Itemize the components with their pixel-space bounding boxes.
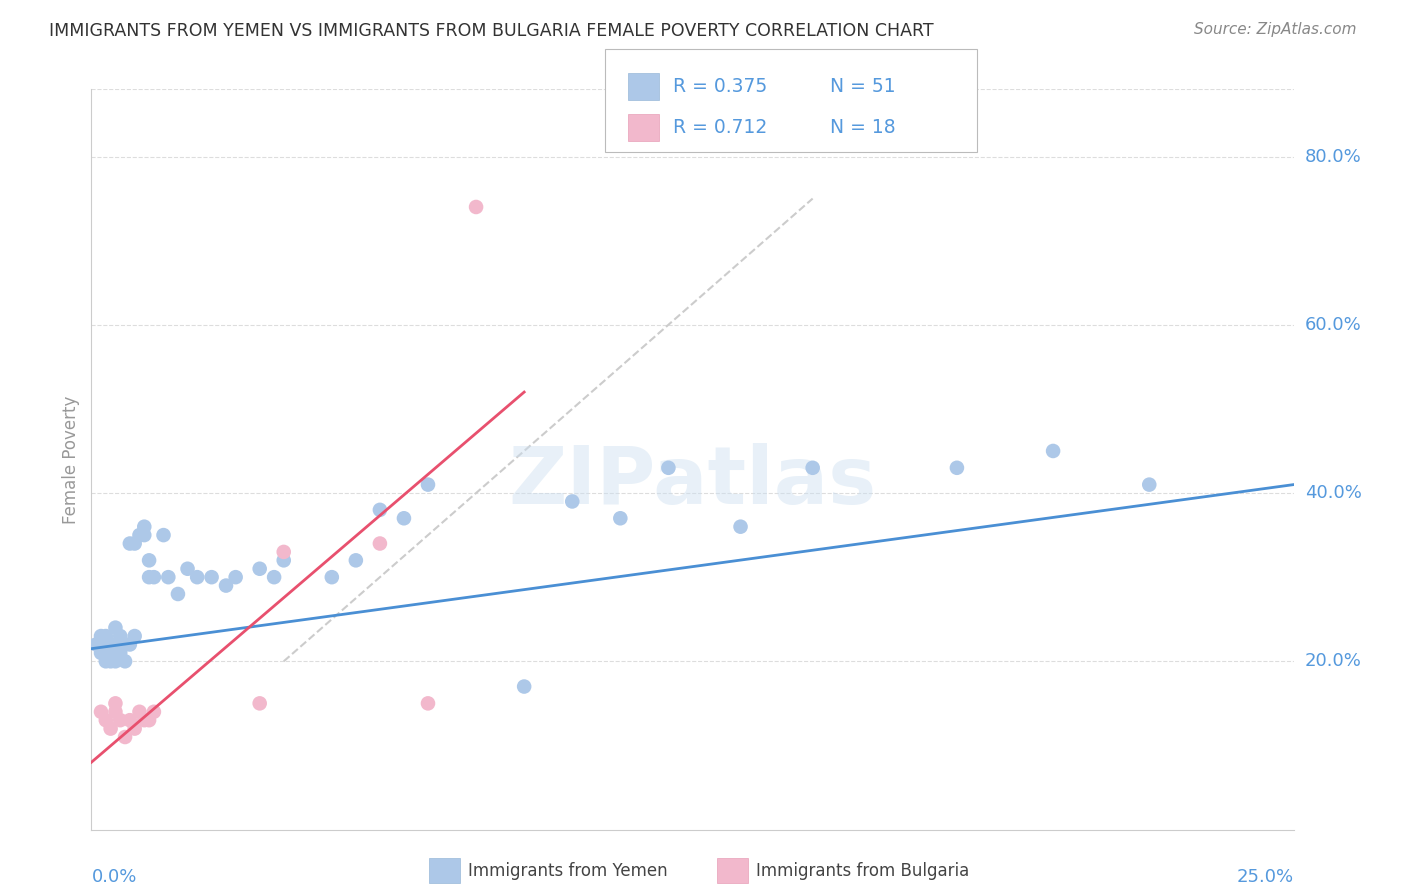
Point — [100, 722, 122, 736]
Text: Immigrants from Yemen: Immigrants from Yemen — [468, 862, 668, 880]
Text: N = 51: N = 51 — [830, 77, 896, 96]
Text: 80.0%: 80.0% — [1305, 147, 1361, 166]
Point — [946, 460, 969, 475]
Point — [801, 460, 824, 475]
Point — [273, 545, 295, 559]
Point — [100, 654, 122, 668]
Point — [730, 519, 752, 533]
Point — [465, 200, 488, 214]
Point — [513, 680, 536, 694]
Point — [416, 697, 439, 711]
Point — [128, 528, 150, 542]
Point — [215, 578, 238, 592]
Y-axis label: Female Poverty: Female Poverty — [62, 395, 80, 524]
Point — [94, 629, 117, 643]
Point — [104, 705, 127, 719]
Point — [118, 637, 141, 651]
Point — [114, 654, 136, 668]
Point — [124, 722, 146, 736]
Point — [657, 460, 679, 475]
Point — [110, 646, 132, 660]
Point — [167, 587, 190, 601]
Point — [321, 570, 343, 584]
Point — [104, 654, 127, 668]
Point — [110, 713, 132, 727]
Point — [368, 536, 391, 550]
Point — [1042, 444, 1064, 458]
Point — [124, 536, 146, 550]
Point — [94, 637, 117, 651]
Text: 60.0%: 60.0% — [1305, 316, 1361, 334]
Point — [124, 629, 146, 643]
Text: R = 0.712: R = 0.712 — [673, 118, 768, 137]
Point — [110, 629, 132, 643]
Point — [90, 646, 112, 660]
Point — [368, 503, 391, 517]
Point — [90, 629, 112, 643]
Point — [416, 477, 439, 491]
Text: 25.0%: 25.0% — [1236, 869, 1294, 887]
Point — [157, 570, 180, 584]
Text: IMMIGRANTS FROM YEMEN VS IMMIGRANTS FROM BULGARIA FEMALE POVERTY CORRELATION CHA: IMMIGRANTS FROM YEMEN VS IMMIGRANTS FROM… — [49, 22, 934, 40]
Text: 0.0%: 0.0% — [91, 869, 136, 887]
Point — [134, 713, 156, 727]
Text: R = 0.375: R = 0.375 — [673, 77, 768, 96]
Point — [138, 713, 160, 727]
Point — [138, 570, 160, 584]
Point — [104, 621, 127, 635]
Text: N = 18: N = 18 — [830, 118, 896, 137]
Point — [134, 519, 156, 533]
Point — [142, 705, 165, 719]
Text: 20.0%: 20.0% — [1305, 652, 1361, 670]
Point — [561, 494, 583, 508]
Point — [94, 713, 117, 727]
Point — [94, 654, 117, 668]
Point — [114, 637, 136, 651]
Point — [344, 553, 367, 567]
Text: 40.0%: 40.0% — [1305, 484, 1361, 502]
Point — [100, 637, 122, 651]
Text: ZIPatlas: ZIPatlas — [509, 442, 876, 521]
Point — [104, 697, 127, 711]
Text: Source: ZipAtlas.com: Source: ZipAtlas.com — [1194, 22, 1357, 37]
Point — [104, 637, 127, 651]
Point — [225, 570, 247, 584]
Point — [118, 536, 141, 550]
Point — [142, 570, 165, 584]
Point — [1137, 477, 1160, 491]
Point — [392, 511, 415, 525]
Point — [186, 570, 208, 584]
Point — [118, 713, 141, 727]
Text: Immigrants from Bulgaria: Immigrants from Bulgaria — [756, 862, 970, 880]
Point — [138, 553, 160, 567]
Point — [100, 646, 122, 660]
Point — [134, 528, 156, 542]
Point — [249, 562, 271, 576]
Point — [84, 637, 107, 651]
Point — [114, 730, 136, 744]
Point — [273, 553, 295, 567]
Point — [128, 705, 150, 719]
Point — [263, 570, 285, 584]
Point — [152, 528, 174, 542]
Point — [176, 562, 198, 576]
Point — [201, 570, 224, 584]
Point — [249, 697, 271, 711]
Point — [609, 511, 631, 525]
Point — [90, 705, 112, 719]
